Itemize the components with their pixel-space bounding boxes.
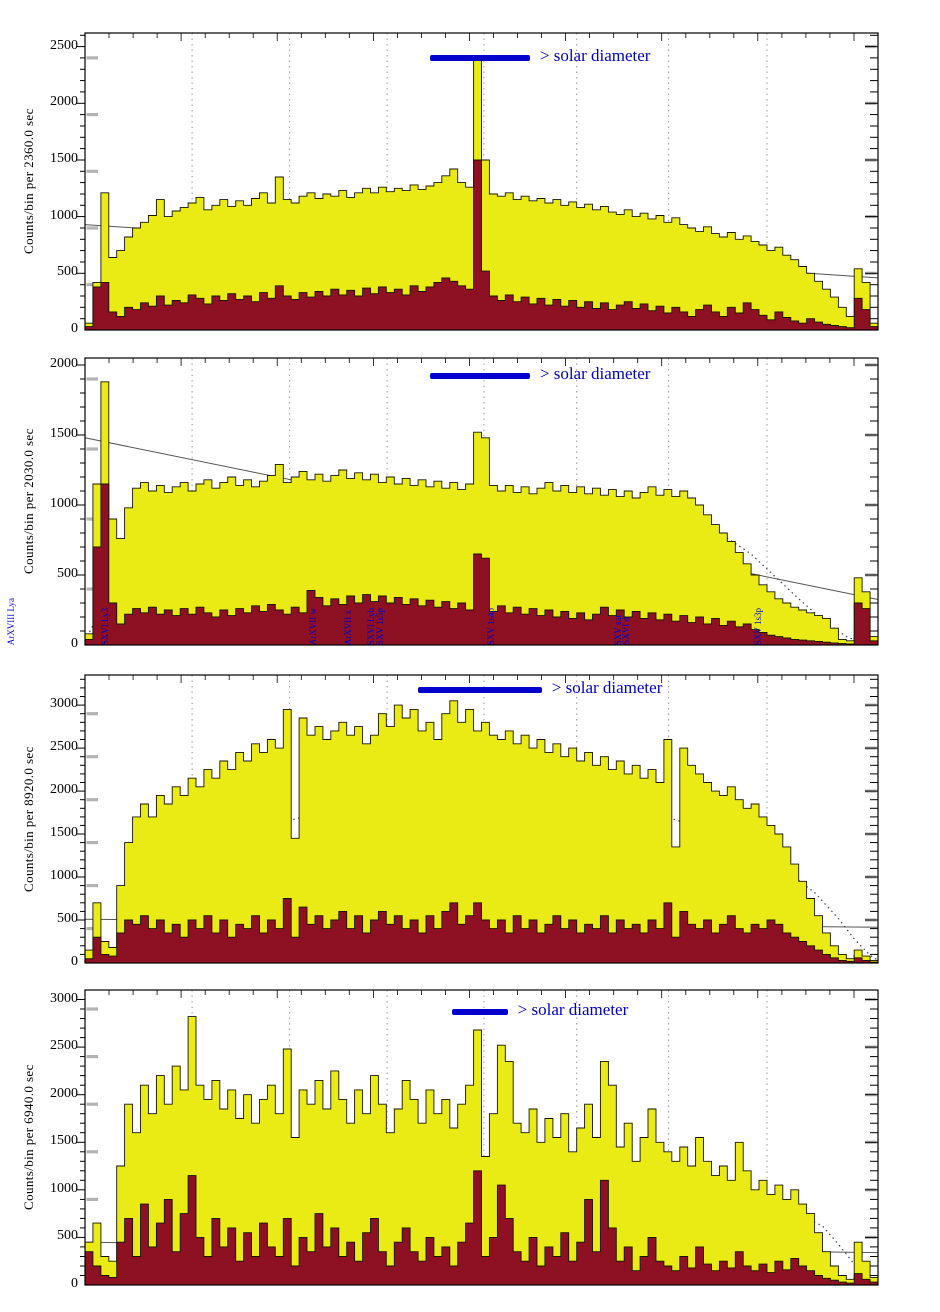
histogram-background-counts xyxy=(84,159,879,331)
solar-diameter-label-3: > solar diameter xyxy=(551,678,663,698)
histogram-total-counts xyxy=(84,381,879,646)
histogram-background-counts xyxy=(84,1170,879,1286)
y-tick-label: 3000 xyxy=(50,696,78,712)
y-tick-label: 2000 xyxy=(50,94,78,110)
y-tick-label: 1000 xyxy=(50,496,78,511)
spectral-line-label: SXV 1s5p xyxy=(375,607,386,645)
spectral-line-label: SXV 1s4p xyxy=(486,607,497,645)
y-tick-label: 0 xyxy=(71,954,78,969)
plot-area-panel-3 xyxy=(76,674,879,964)
plot-frame xyxy=(84,357,879,646)
y-tick-label: 2500 xyxy=(50,37,78,53)
plot-area-panel-4 xyxy=(76,989,879,1286)
y-tick-label: 1000 xyxy=(50,1180,78,1196)
solar-diameter-bar-3 xyxy=(418,687,542,694)
plot-frame xyxy=(84,674,879,964)
y-tick-label: 500 xyxy=(57,1228,78,1244)
solar-diameter-bar-2 xyxy=(429,372,530,379)
histogram-background-counts xyxy=(84,483,879,646)
plot-area-panel-2 xyxy=(76,357,879,646)
y-tick-label: 0 xyxy=(71,1276,78,1291)
plot-frame xyxy=(84,989,879,1286)
y-tick-label: 3000 xyxy=(50,990,78,1006)
y-tick-label: 500 xyxy=(57,911,78,926)
y-tick-label: 2000 xyxy=(50,356,78,371)
spectral-line-label: ArXVII x xyxy=(342,609,353,645)
spectral-line-label: SXV 1s3p xyxy=(752,607,763,645)
spectral-line-label: ArXVII w xyxy=(307,607,318,645)
y-tick-label: 2000 xyxy=(50,782,78,798)
solar-diameter-bar-1 xyxy=(429,54,530,61)
solar-diameter-bar-4 xyxy=(452,1008,508,1015)
histogram-total-counts xyxy=(84,1016,879,1286)
y-tick-label: 1000 xyxy=(50,868,78,884)
y-tick-label: 500 xyxy=(57,264,78,280)
y-tick-label: 1500 xyxy=(50,1133,78,1149)
y-tick-label: 500 xyxy=(57,566,78,581)
y-tick-label: 1500 xyxy=(50,426,78,441)
y-tick-label: 0 xyxy=(71,636,78,651)
spectral-line-label: SXVI Ly3 xyxy=(100,607,111,645)
y-tick-label: 0 xyxy=(71,321,78,336)
histogram-background-counts xyxy=(84,898,879,964)
histogram-total-counts xyxy=(84,700,879,964)
solar-diameter-label-4: > solar diameter xyxy=(517,999,629,1019)
y-axis-title-panel-1: Counts/bin per 2360.0 sec xyxy=(21,108,36,255)
plot-area-panel-1 xyxy=(76,32,879,331)
y-tick-label: 1500 xyxy=(50,825,78,841)
spectral-line-label: SXVI d xyxy=(621,617,632,645)
y-tick-label: 2500 xyxy=(50,739,78,755)
plot-frame xyxy=(84,32,879,331)
solar-diameter-label-1: > solar diameter xyxy=(539,45,651,65)
solar-diameter-label-2: > solar diameter xyxy=(539,363,651,383)
y-tick-label: 1000 xyxy=(50,207,78,223)
y-tick-label: 2000 xyxy=(50,1085,78,1101)
y-tick-label: 1500 xyxy=(50,150,78,166)
spectral-line-label: ArXVIII Lya xyxy=(5,597,16,645)
y-tick-label: 2500 xyxy=(50,1038,78,1054)
